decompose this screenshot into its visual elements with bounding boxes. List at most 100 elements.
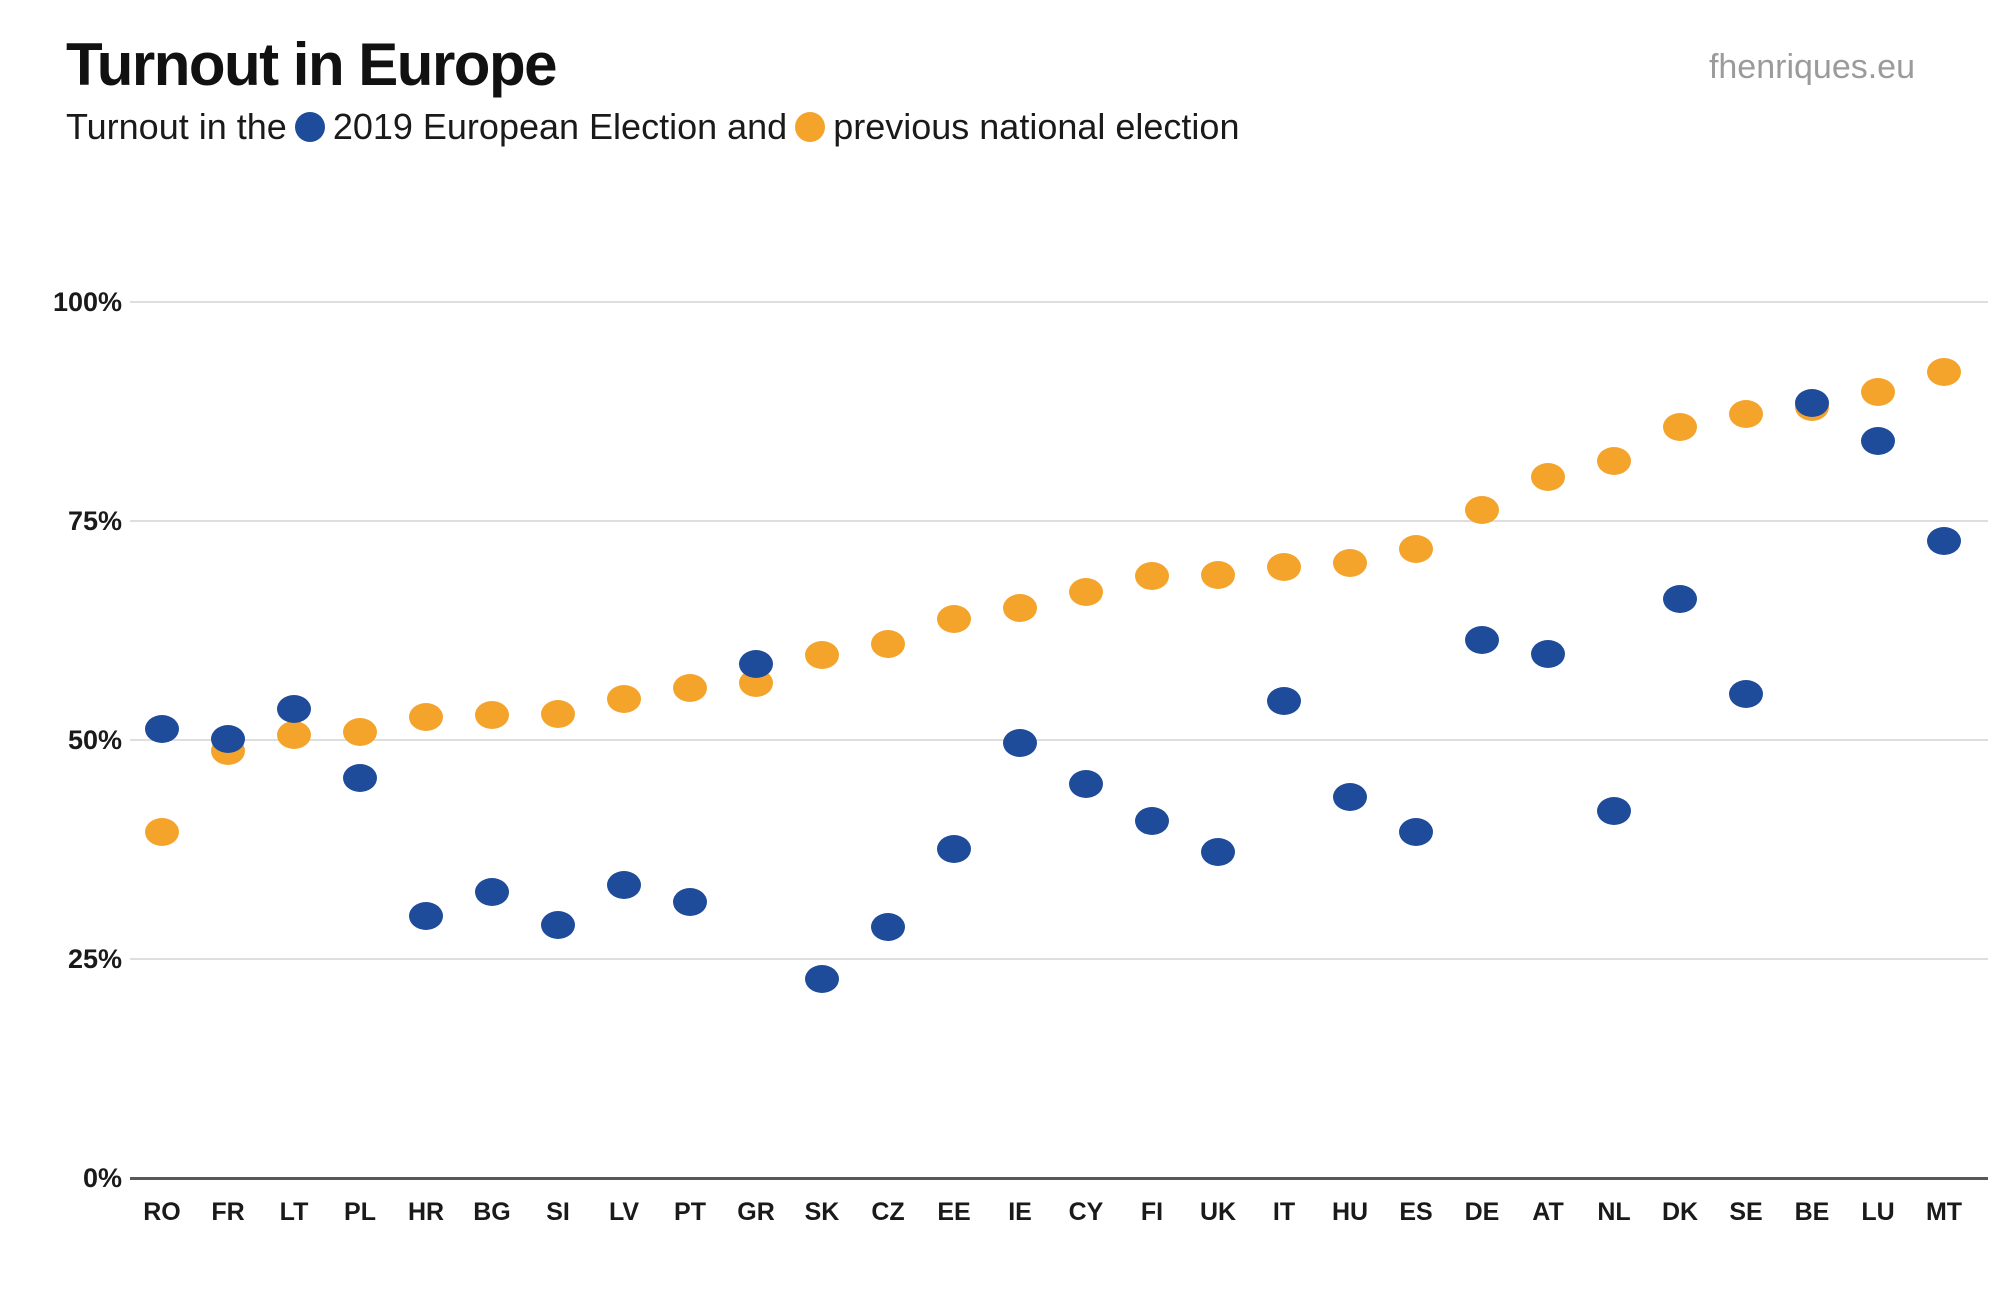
x-tick-label-at: AT <box>1532 1198 1564 1226</box>
data-dot-lv-national <box>607 684 641 713</box>
x-tick-label-fi: FI <box>1140 1198 1164 1226</box>
data-dot-pt-national <box>673 674 707 703</box>
data-dot-fi-national <box>1135 562 1169 591</box>
x-tick-label-uk: UK <box>1199 1198 1237 1226</box>
data-dot-pl-national <box>343 718 377 747</box>
data-dot-hr-european <box>409 902 443 931</box>
data-dot-hu-national <box>1333 549 1367 578</box>
data-dot-be-european <box>1795 388 1829 417</box>
data-dot-dk-national <box>1663 413 1697 442</box>
x-tick-label-bg: BG <box>473 1198 511 1226</box>
data-dot-bg-european <box>475 878 509 907</box>
data-dot-ie-european <box>1003 728 1037 757</box>
x-tick-label-lv: LV <box>608 1198 640 1226</box>
x-tick-label-be: BE <box>1794 1198 1830 1226</box>
data-dot-pl-european <box>343 763 377 792</box>
x-tick-label-lu: LU <box>1861 1198 1895 1226</box>
data-dot-ie-national <box>1003 593 1037 622</box>
x-tick-label-pl: PL <box>344 1198 376 1226</box>
legend-dot-national-icon <box>795 112 826 142</box>
legend-label-national: previous national election <box>833 106 1240 147</box>
gridline-100 <box>130 301 1988 303</box>
data-dot-at-national <box>1531 463 1565 492</box>
x-tick-label-ie: IE <box>1008 1198 1032 1226</box>
x-tick-label-mt: MT <box>1925 1198 1963 1226</box>
subtitle-prefix: Turnout in the <box>66 106 287 147</box>
x-tick-label-lt: LT <box>279 1198 309 1226</box>
data-dot-nl-national <box>1597 446 1631 475</box>
y-tick-label-75: 75% <box>67 506 122 536</box>
x-tick-label-gr: GR <box>737 1198 775 1226</box>
x-tick-label-se: SE <box>1729 1198 1763 1226</box>
y-tick-label-25: 25% <box>67 944 122 974</box>
y-tick-label-50: 50% <box>67 725 122 755</box>
data-dot-es-european <box>1399 817 1433 846</box>
gridline-25 <box>130 958 1988 960</box>
site-credit-link[interactable]: fhenriques.eu <box>1708 48 1915 86</box>
x-tick-label-es: ES <box>1399 1198 1433 1226</box>
legend-label-european: 2019 European Election <box>332 106 718 147</box>
x-tick-label-sk: SK <box>804 1198 840 1226</box>
data-dot-es-national <box>1399 535 1433 564</box>
data-dot-sk-national <box>805 641 839 670</box>
data-dot-uk-national <box>1201 561 1235 590</box>
chart-subtitle: Turnout in the 2019 European Election and… <box>66 106 1239 148</box>
data-dot-ee-european <box>937 834 971 863</box>
data-dot-cy-european <box>1069 769 1103 798</box>
data-dot-dk-european <box>1663 584 1697 613</box>
data-dot-sk-european <box>805 965 839 994</box>
data-dot-mt-european <box>1927 527 1961 556</box>
data-dot-fi-european <box>1135 806 1169 835</box>
data-dot-at-european <box>1531 640 1565 669</box>
data-dot-pt-european <box>673 888 707 917</box>
x-tick-label-de: DE <box>1464 1198 1500 1226</box>
data-dot-it-european <box>1267 686 1301 715</box>
data-dot-cy-national <box>1069 577 1103 606</box>
data-dot-ee-national <box>937 605 971 634</box>
x-tick-label-hu: HU <box>1331 1198 1369 1226</box>
data-dot-si-european <box>541 910 575 939</box>
data-dot-hr-national <box>409 703 443 732</box>
data-dot-bg-national <box>475 700 509 729</box>
data-dot-lu-national <box>1861 378 1895 407</box>
data-dot-nl-european <box>1597 796 1631 825</box>
data-dot-ro-national <box>145 817 179 846</box>
data-dot-uk-european <box>1201 838 1235 867</box>
data-dot-it-national <box>1267 552 1301 581</box>
data-dot-de-european <box>1465 626 1499 655</box>
x-tick-label-it: IT <box>1272 1198 1296 1226</box>
chart-title: Turnout in Europe <box>66 31 557 98</box>
x-tick-label-dk: DK <box>1661 1198 1699 1226</box>
data-dot-cz-european <box>871 912 905 941</box>
x-tick-label-cz: CZ <box>871 1198 905 1226</box>
x-tick-label-si: SI <box>546 1198 570 1226</box>
data-dot-de-national <box>1465 496 1499 525</box>
gridline-75 <box>130 520 1988 522</box>
data-dot-se-national <box>1729 400 1763 429</box>
y-tick-label-100: 100% <box>52 287 122 317</box>
x-tick-label-pt: PT <box>674 1198 706 1226</box>
gridline-50 <box>130 739 1988 741</box>
data-dot-lt-national <box>277 720 311 749</box>
data-dot-se-european <box>1729 679 1763 708</box>
x-axis-line <box>130 1176 1988 1180</box>
legend-dot-european-icon <box>294 112 325 142</box>
data-dot-si-national <box>541 699 575 728</box>
x-tick-label-ro: RO <box>143 1198 181 1226</box>
data-dot-lu-european <box>1861 427 1895 456</box>
data-dot-ro-european <box>145 715 179 744</box>
data-dot-fr-european <box>211 725 245 754</box>
data-dot-lv-european <box>607 870 641 899</box>
data-dot-hu-european <box>1333 782 1367 811</box>
x-tick-label-cy: CY <box>1068 1198 1104 1226</box>
data-dot-cz-national <box>871 629 905 658</box>
x-tick-label-nl: NL <box>1597 1198 1631 1226</box>
x-tick-label-hr: HR <box>407 1198 445 1226</box>
data-dot-mt-national <box>1927 358 1961 387</box>
x-tick-label-fr: FR <box>211 1198 245 1226</box>
subtitle-and: and <box>727 106 788 147</box>
x-tick-label-ee: EE <box>937 1198 971 1226</box>
data-dot-lt-european <box>277 695 311 724</box>
data-dot-gr-european <box>739 649 773 678</box>
